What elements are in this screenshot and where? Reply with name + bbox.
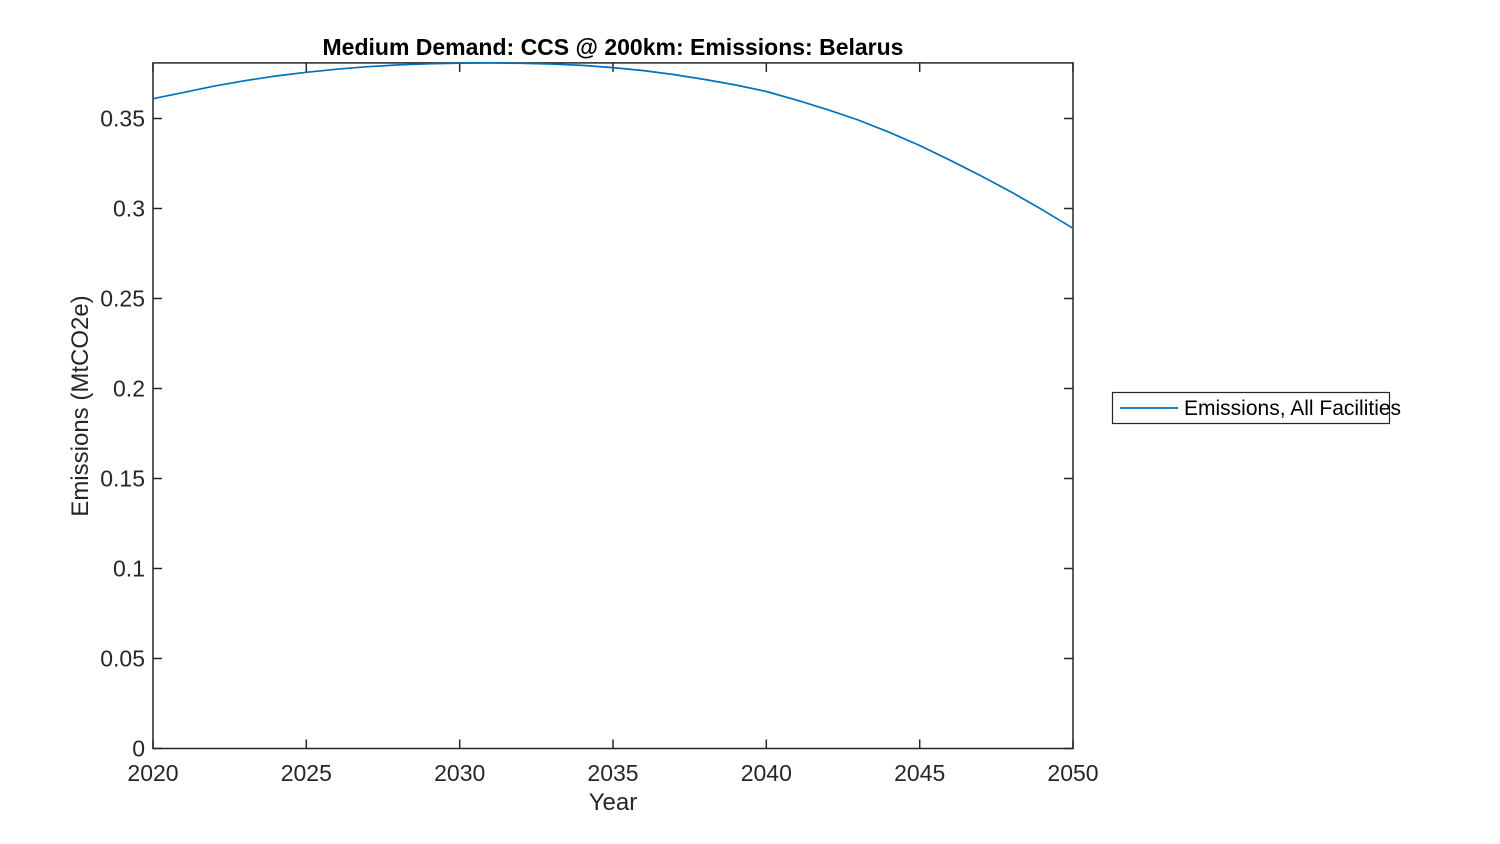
x-tick-label: 2020 (127, 760, 178, 786)
plot-border (152, 62, 1074, 750)
chart-title: Medium Demand: CCS @ 200km: Emissions: B… (323, 34, 904, 60)
emissions-line (152, 62, 1074, 230)
legend: Emissions, All Facilities (1111, 391, 1401, 425)
x-tick-label: 2035 (587, 760, 638, 786)
y-axis-label: Emissions (MtCO2e) (67, 295, 94, 516)
x-tick-label: 2050 (1047, 760, 1098, 786)
y-tick-label: 0.05 (100, 646, 145, 672)
y-tick-label: 0.2 (113, 376, 145, 402)
axis-ticks (152, 62, 1074, 750)
x-tick-label: 2040 (741, 760, 792, 786)
y-tick-label: 0.15 (100, 466, 145, 492)
y-tick-label: 0.1 (113, 556, 145, 582)
y-tick-label: 0.3 (113, 196, 145, 222)
x-tick-label: 2025 (281, 760, 332, 786)
x-tick-label: 2030 (434, 760, 485, 786)
legend-entry-label: Emissions, All Facilities (1184, 397, 1401, 420)
x-tick-label: 2045 (894, 760, 945, 786)
y-tick-label: 0 (132, 736, 145, 762)
y-tick-label: 0.35 (100, 106, 145, 132)
x-axis-label: Year (589, 789, 638, 816)
tick-labels: 2020 2025 2030 2035 2040 2045 2050 0 0.05 0.1 0.15… (100, 106, 1098, 787)
y-tick-label: 0.25 (100, 286, 145, 312)
